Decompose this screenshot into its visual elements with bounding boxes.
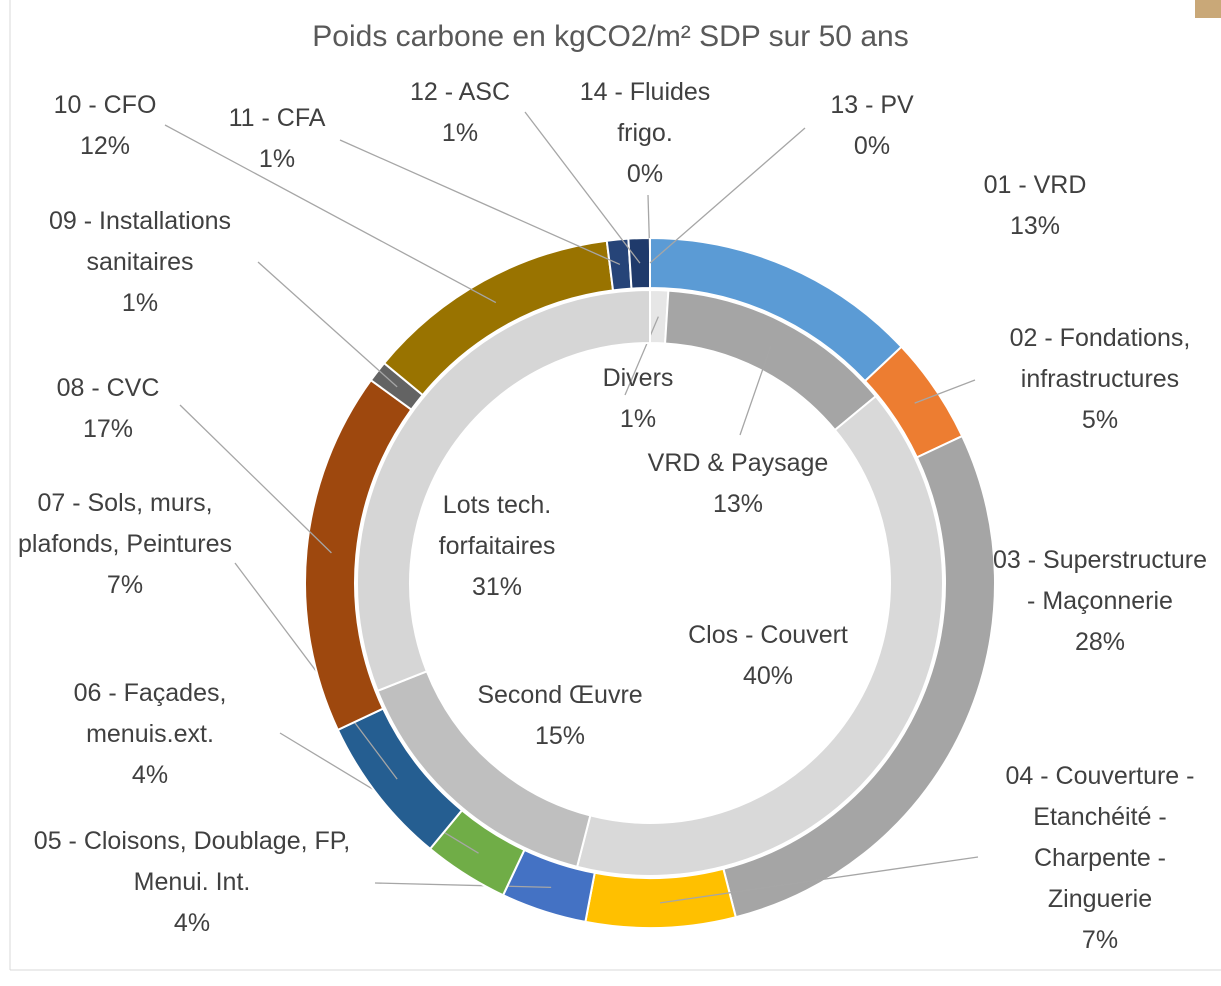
value-label: 13% [1009, 212, 1061, 240]
category-label: Clos - Couvert [688, 621, 848, 649]
value-label: 7% [106, 571, 144, 599]
value-label: 1% [258, 145, 296, 173]
leader-line [624, 316, 659, 396]
category-label: Second Œuvre [477, 681, 643, 709]
value-label: 0% [626, 160, 664, 188]
leader-line [524, 111, 641, 264]
donut-segment [627, 236, 651, 290]
category-label: 06 - Façades, menuis.ext. [73, 679, 227, 748]
data-label: Divers 1% [558, 358, 718, 440]
data-label: 05 - Cloisons, Doublage, FP, Menui. Int.… [22, 821, 362, 944]
leader-line [914, 379, 976, 404]
category-label: 10 - CFO [53, 91, 157, 119]
leader-line [257, 261, 398, 388]
value-label: 28% [1074, 628, 1126, 656]
leader-line [649, 127, 806, 264]
value-label: 1% [441, 119, 479, 147]
donut-segment [356, 288, 651, 693]
value-label: 4% [173, 909, 211, 937]
corner [1195, 0, 1221, 18]
leader-line [179, 404, 332, 554]
category-label: 09 - Installations sanitaires [48, 207, 232, 276]
category-label: 11 - CFA [228, 104, 326, 132]
value-label: 5% [1081, 406, 1119, 434]
donut-segment [584, 867, 738, 929]
category-label: Divers [602, 364, 674, 392]
value-label: 0% [853, 132, 891, 160]
data-label: 11 - CFA 1% [212, 98, 342, 180]
value-label: 13% [712, 490, 764, 518]
data-label: Second Œuvre 15% [450, 675, 670, 757]
data-label: 10 - CFO 12% [35, 85, 175, 167]
category-label: Lots tech. forfaitaires [438, 491, 556, 560]
data-label: 12 - ASC 1% [385, 72, 535, 154]
leader-line [164, 124, 497, 304]
value-label: 31% [471, 573, 523, 601]
data-label: Lots tech. forfaitaires 31% [397, 485, 597, 608]
chart-title: Poids carbone en kgCO2/m² SDP sur 50 ans [312, 20, 909, 53]
category-label: 01 - VRD [983, 171, 1087, 199]
data-label: 02 - Fondations, infrastructures 5% [985, 318, 1215, 441]
data-label: 09 - Installations sanitaires 1% [10, 201, 270, 324]
value-label: 12% [79, 132, 131, 160]
value-label: 4% [131, 761, 169, 789]
donut-segment [575, 394, 944, 877]
category-label: 04 - Couverture - Etanchéité - Charpente… [1005, 762, 1195, 913]
value-label: 15% [534, 722, 586, 750]
category-label: 08 - CVC [56, 374, 160, 402]
value-label: 40% [742, 662, 794, 690]
value-label: 1% [121, 289, 159, 317]
category-label: 05 - Cloisons, Doublage, FP, Menui. Int. [33, 827, 351, 896]
data-label: 13 - PV 0% [807, 85, 937, 167]
data-label: 03 - Superstructure - Maçonnerie 28% [990, 540, 1210, 663]
value-label: 7% [1081, 926, 1119, 954]
data-label: VRD & Paysage 13% [618, 443, 858, 525]
category-label: 07 - Sols, murs, plafonds, Peintures [17, 489, 233, 558]
data-label: 08 - CVC 17% [18, 368, 198, 450]
data-label: 04 - Couverture - Etanchéité - Charpente… [980, 756, 1220, 961]
leader-line [659, 856, 979, 904]
data-label: 01 - VRD 13% [965, 165, 1105, 247]
category-label: 03 - Superstructure - Maçonnerie [993, 546, 1207, 615]
value-label: 1% [619, 405, 657, 433]
category-label: VRD & Paysage [647, 449, 829, 477]
leader-line [339, 139, 621, 266]
data-label: Clos - Couvert 40% [658, 615, 878, 697]
data-label: 07 - Sols, murs, plafonds, Peintures 7% [15, 483, 235, 606]
category-label: 12 - ASC [409, 78, 511, 106]
category-label: 14 - Fluides frigo. [579, 78, 711, 147]
data-label: 14 - Fluides frigo. 0% [560, 72, 730, 195]
leader-line [374, 882, 552, 888]
category-label: 02 - Fondations, infrastructures [1009, 324, 1191, 393]
value-label: 17% [82, 415, 134, 443]
leader-line [739, 345, 772, 436]
data-label: 06 - Façades, menuis.ext. 4% [50, 673, 250, 796]
category-label: 13 - PV [830, 91, 914, 119]
